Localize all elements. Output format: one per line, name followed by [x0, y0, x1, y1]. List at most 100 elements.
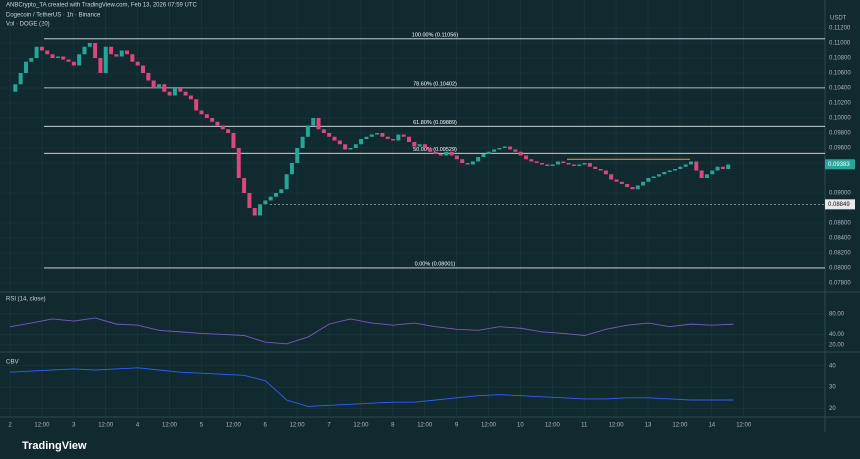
candle — [337, 140, 342, 145]
candle — [82, 46, 87, 55]
candle — [683, 164, 688, 167]
candle — [135, 61, 140, 66]
candle — [316, 118, 321, 130]
candle — [321, 129, 326, 133]
candle — [215, 121, 220, 126]
y-tick-label: 0.10000 — [829, 116, 851, 122]
candle — [704, 174, 709, 178]
x-tick-label: 12:00 — [98, 423, 114, 429]
x-tick-label: 12:00 — [545, 423, 561, 429]
candle — [34, 46, 39, 58]
x-tick-label: 12:00 — [226, 423, 242, 429]
candle — [236, 148, 241, 178]
fib-label: 100.00% (0.11056) — [412, 32, 459, 38]
candle — [226, 129, 231, 133]
candle — [720, 166, 725, 169]
x-tick-label: 5 — [200, 423, 204, 429]
candle — [694, 161, 699, 171]
candle — [130, 54, 135, 62]
candle — [651, 176, 656, 178]
candle — [662, 172, 667, 175]
y-tick-label: 0.10200 — [829, 101, 851, 107]
fib-label: 78.60% (0.10402) — [413, 81, 457, 87]
candle — [77, 54, 82, 66]
y-tick-label: 0.10400 — [829, 86, 851, 92]
candle — [66, 59, 71, 62]
x-tick-label: 11 — [581, 423, 588, 429]
candle — [710, 170, 715, 175]
candle — [678, 166, 683, 169]
candle — [353, 144, 358, 148]
candle — [348, 148, 353, 150]
last-price-label: 0.09383 — [828, 162, 850, 168]
candle — [385, 136, 390, 139]
candle — [332, 136, 337, 141]
candle — [635, 185, 640, 190]
candle — [476, 157, 481, 162]
indicator-line — [9, 367, 734, 407]
candle — [162, 84, 167, 92]
candle — [39, 46, 44, 51]
candle — [481, 154, 486, 157]
y-tick-label: 0.08400 — [829, 236, 851, 242]
candle — [497, 148, 502, 150]
candle — [417, 144, 422, 147]
candle — [13, 84, 18, 92]
candle — [630, 187, 635, 190]
candle — [300, 136, 305, 148]
candle — [93, 43, 98, 58]
candle — [29, 58, 34, 62]
candle — [71, 61, 76, 66]
candle — [486, 151, 491, 154]
candle — [151, 80, 156, 88]
x-tick-label: 12:00 — [609, 423, 625, 429]
indicator-line — [9, 317, 734, 345]
x-tick-label: 6 — [264, 423, 268, 429]
candle — [465, 163, 470, 165]
candle — [646, 178, 651, 182]
candle — [199, 110, 204, 115]
x-tick-label: 9 — [455, 423, 459, 429]
candle — [566, 163, 571, 165]
candle — [380, 133, 385, 137]
candle — [279, 189, 284, 193]
candle — [167, 91, 172, 96]
candle — [274, 193, 278, 197]
candle — [715, 166, 720, 171]
candle — [87, 43, 92, 47]
candle — [460, 159, 465, 163]
candle — [603, 170, 608, 175]
low-label-box — [825, 199, 855, 210]
candle — [252, 208, 257, 216]
candle — [61, 56, 66, 60]
y-tick-label: 0.08200 — [829, 251, 851, 257]
y-tick-label: 0.09000 — [829, 191, 851, 197]
candle — [561, 161, 566, 163]
candle — [194, 99, 199, 111]
candle — [555, 161, 560, 165]
candle — [545, 164, 550, 166]
candle — [502, 146, 507, 148]
fib-label: 61.80% (0.09889) — [413, 120, 457, 126]
candle — [146, 73, 151, 81]
y-tick-label: 30 — [829, 385, 836, 391]
candle — [550, 164, 555, 166]
candle — [582, 163, 587, 165]
candle — [178, 88, 183, 92]
x-tick-label: 8 — [391, 423, 395, 429]
y-tick-label: 0.08600 — [829, 221, 851, 227]
candle — [587, 163, 592, 167]
candle — [593, 166, 598, 169]
candle — [119, 50, 124, 57]
y-tick-label: 80.00 — [829, 311, 845, 317]
candle — [529, 159, 534, 162]
candle — [359, 139, 364, 145]
candle — [412, 142, 417, 147]
y-tick-label: 0.09800 — [829, 131, 851, 137]
candle — [305, 125, 310, 137]
candle — [204, 114, 209, 118]
y-tick-label: 40 — [829, 363, 836, 369]
candle — [571, 164, 576, 166]
x-tick-label: 3 — [72, 423, 76, 429]
